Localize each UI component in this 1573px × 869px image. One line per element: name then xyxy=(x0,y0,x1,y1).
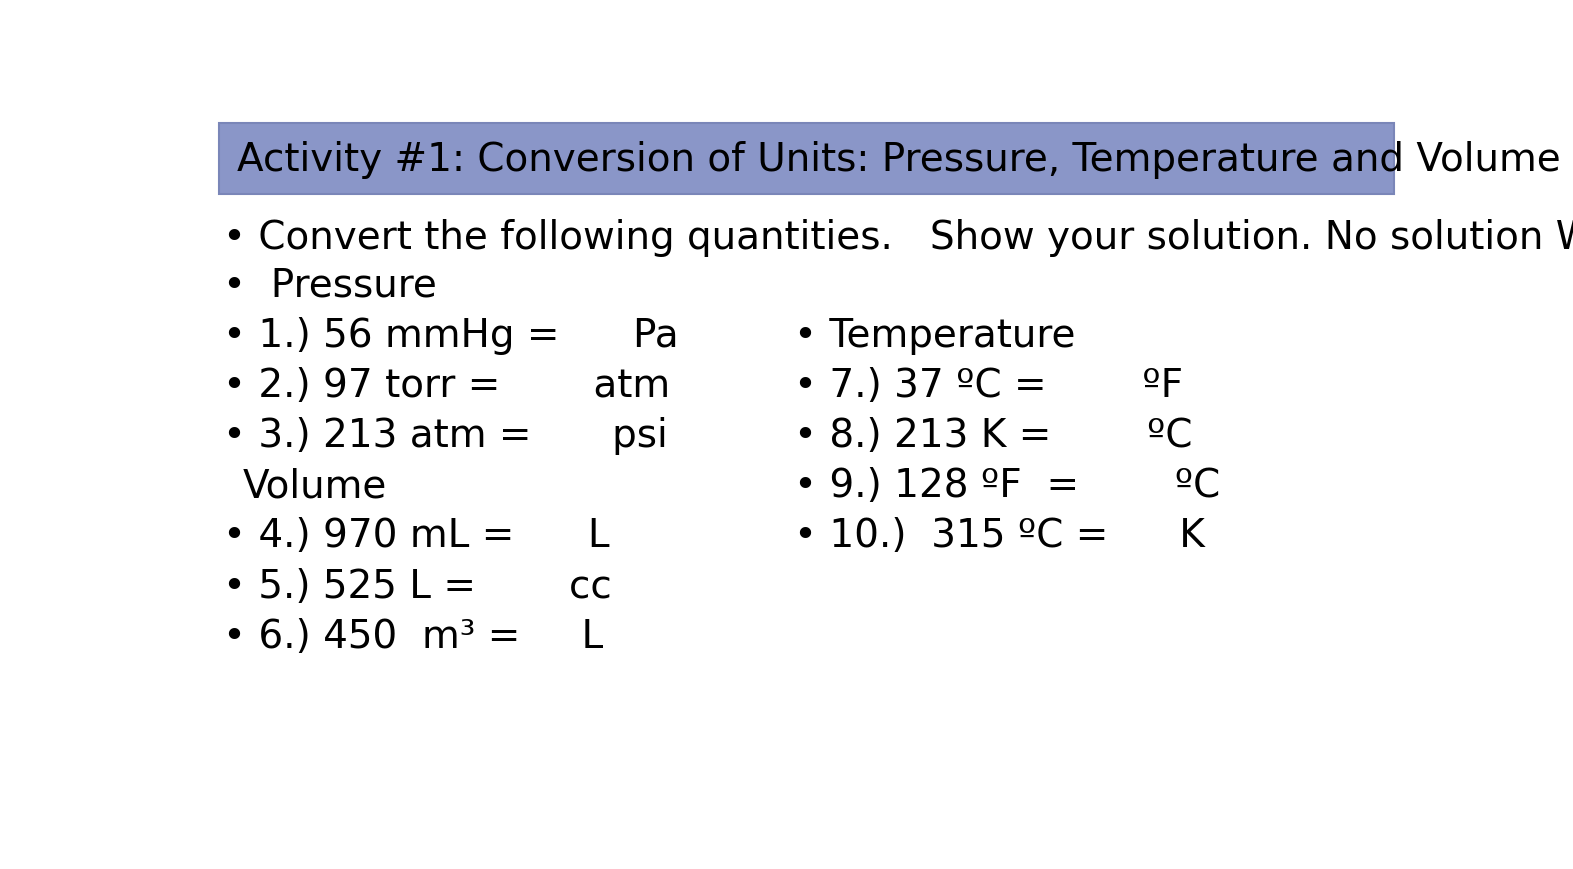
Text: • 7.) 37 ºC =         ºF: • 7.) 37 ºC = ºF xyxy=(794,367,1183,404)
Text: • Temperature: • Temperature xyxy=(794,316,1076,354)
Text: Volume: Volume xyxy=(242,467,387,505)
Text: • 10.)  315 ºC =       K: • 10.) 315 ºC = K xyxy=(794,517,1205,554)
Text: • 6.) 450  m³ =      L: • 6.) 450 m³ = L xyxy=(223,617,604,655)
Text: • 8.) 213 K =         ºC: • 8.) 213 K = ºC xyxy=(794,416,1192,454)
Text: Activity #1: Conversion of Units: Pressure, Temperature and Volume: Activity #1: Conversion of Units: Pressu… xyxy=(238,141,1560,178)
Text: • 9.) 128 ºF  =         ºC: • 9.) 128 ºF = ºC xyxy=(794,467,1221,505)
Text: • 4.) 970 mL =       L: • 4.) 970 mL = L xyxy=(223,517,610,554)
Text: • 1.) 56 mmHg =       Pa: • 1.) 56 mmHg = Pa xyxy=(223,316,680,354)
Text: • 2.) 97 torr =         atm: • 2.) 97 torr = atm xyxy=(223,367,670,404)
Text: •  Pressure: • Pressure xyxy=(223,266,437,304)
FancyBboxPatch shape xyxy=(219,124,1394,195)
Text: • Convert the following quantities.   Show your solution. No solution WRONG: • Convert the following quantities. Show… xyxy=(223,219,1573,257)
Text: • 3.) 213 atm =        psi: • 3.) 213 atm = psi xyxy=(223,416,669,454)
Text: • 5.) 525 L =         cc: • 5.) 525 L = cc xyxy=(223,567,612,605)
